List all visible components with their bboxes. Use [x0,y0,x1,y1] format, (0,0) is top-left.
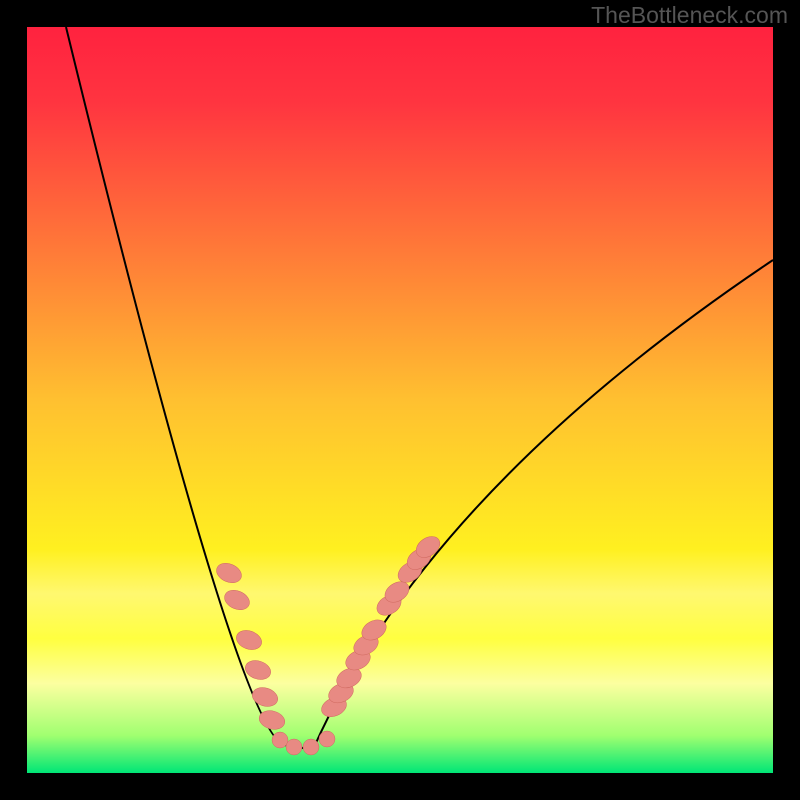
bead-marker [272,732,288,748]
bead-marker [303,739,319,755]
bottleneck-chart [0,0,800,800]
plot-background [27,27,773,773]
chart-root: TheBottleneck.com [0,0,800,800]
bead-marker [286,739,302,755]
bead-marker [319,731,335,747]
watermark-text: TheBottleneck.com [591,2,788,29]
